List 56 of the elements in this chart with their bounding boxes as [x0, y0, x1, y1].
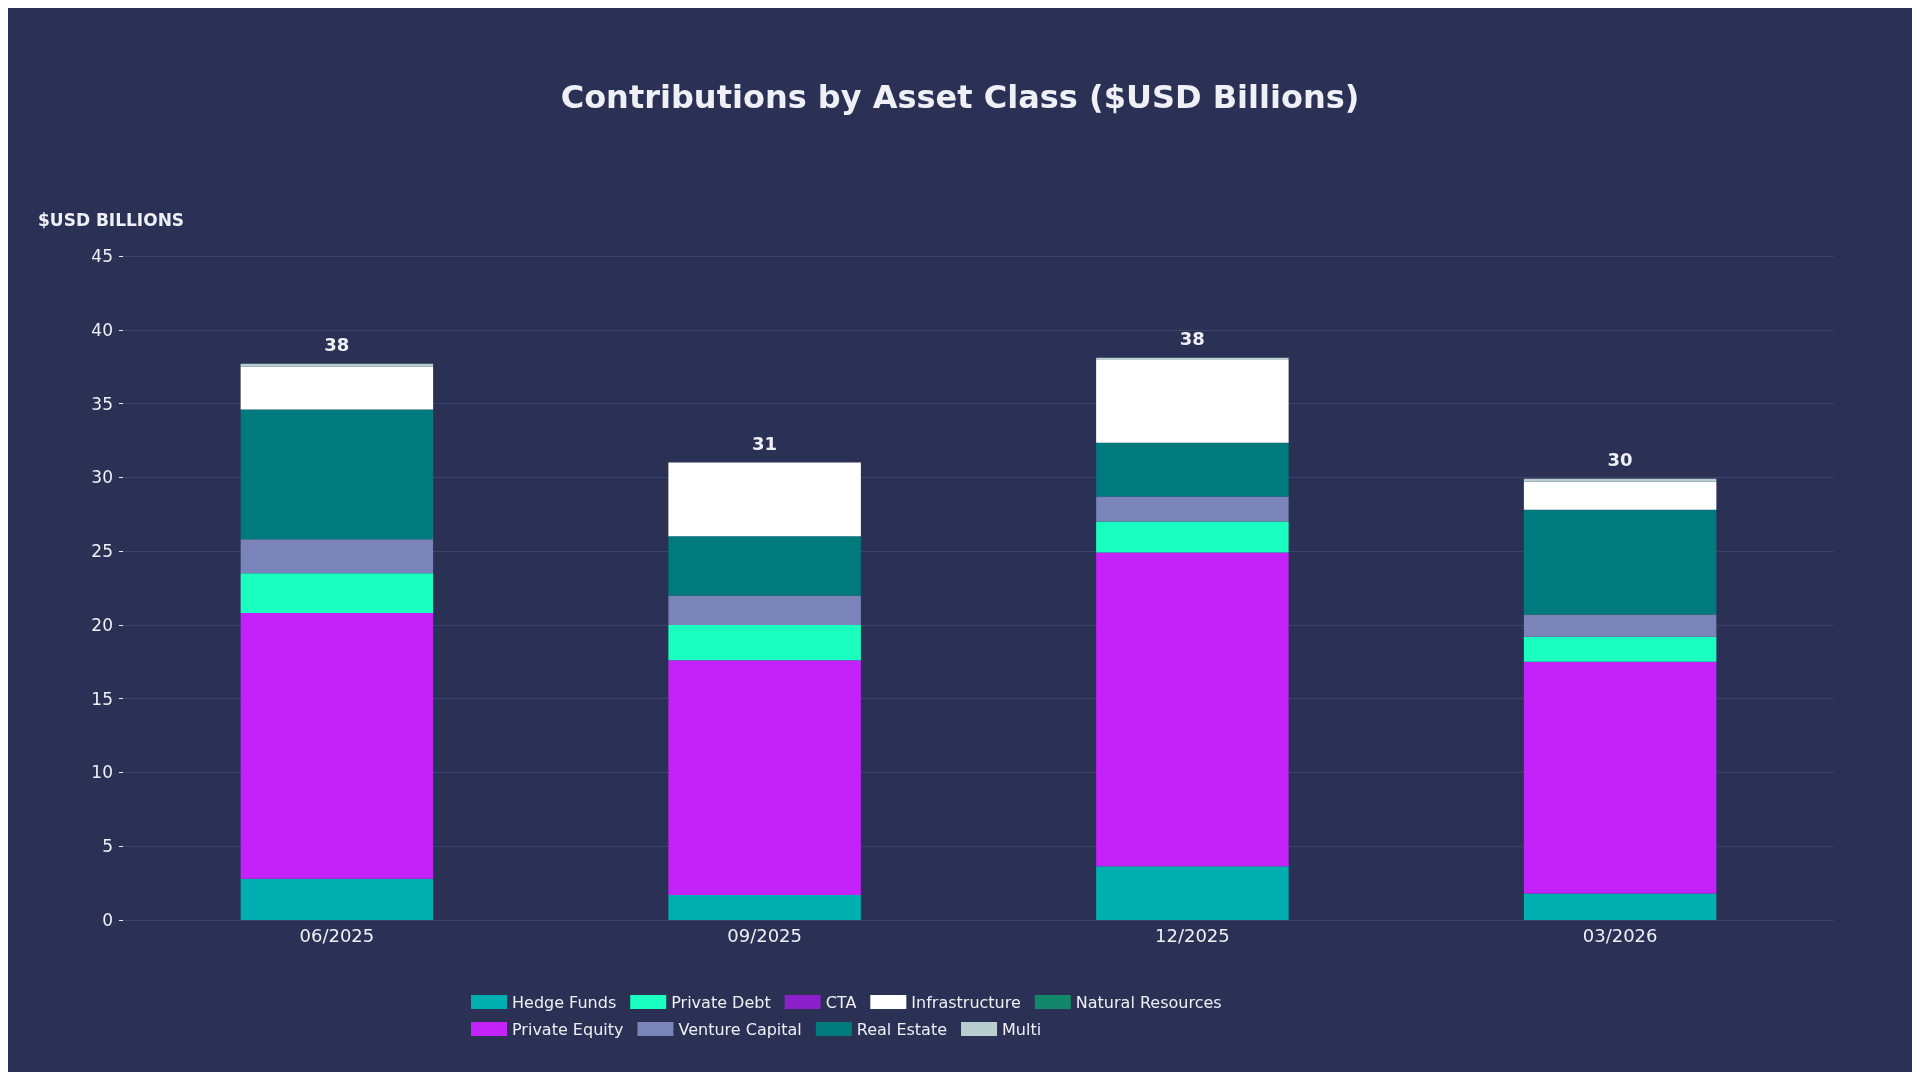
y-tick-label: 0 — [102, 910, 113, 930]
bar — [240, 613, 434, 879]
y-tick-label: 25 — [91, 541, 113, 562]
legend-label: Venture Capital — [678, 1019, 802, 1039]
legend-label: Multi — [1002, 1019, 1042, 1039]
legend-label: Infrastructure — [911, 992, 1021, 1012]
legend-label: Hedge Funds — [512, 992, 617, 1012]
bar — [668, 462, 861, 537]
total-label: 38 — [324, 334, 350, 356]
total-label: 38 — [1179, 328, 1205, 350]
bar — [240, 539, 434, 574]
bar — [1523, 661, 1717, 894]
bar — [240, 573, 434, 614]
bar — [1096, 552, 1289, 867]
legend-label: Private Debt — [671, 992, 771, 1012]
bar — [240, 366, 434, 410]
x-tick-label: 09/2025 — [727, 924, 803, 946]
total-label: 31 — [752, 433, 778, 455]
legend-label: Real Estate — [856, 1019, 948, 1039]
bar — [668, 536, 861, 596]
bar — [1096, 442, 1289, 497]
bar — [240, 363, 434, 367]
bar — [1523, 509, 1717, 615]
y-tick-label: 30 — [91, 467, 113, 488]
y-tick-label: 5 — [102, 836, 113, 857]
legend-label: CTA — [825, 992, 857, 1012]
bar — [1523, 614, 1717, 637]
bar — [668, 660, 861, 895]
bar — [668, 595, 861, 625]
x-tick-label: 06/2025 — [299, 924, 375, 946]
bar — [1096, 496, 1289, 522]
bar — [1096, 521, 1289, 553]
y-tick-label: 35 — [91, 393, 113, 414]
chart-title: Contributions by Asset Class ($USD Billions) — [560, 78, 1360, 116]
legend-label: Natural Resources — [1075, 992, 1222, 1012]
legend-label: Private Equity — [512, 1019, 624, 1039]
y-tick-label: 10 — [91, 762, 113, 783]
bar — [668, 894, 861, 920]
bar — [1096, 360, 1289, 443]
bar — [240, 409, 434, 540]
x-tick-label: 12/2025 — [1154, 924, 1230, 946]
bar — [668, 624, 861, 661]
bar — [1523, 893, 1717, 920]
total-label: 30 — [1607, 449, 1633, 471]
y-tick-label: 15 — [91, 688, 113, 709]
y-tick-label: 40 — [91, 319, 113, 340]
y-axis-title: $USD BILLIONS — [38, 209, 185, 230]
x-tick-label: 03/2026 — [1582, 924, 1658, 946]
y-tick-label: 45 — [91, 246, 113, 266]
bar — [240, 878, 434, 920]
bar — [1523, 478, 1717, 482]
bar — [1523, 636, 1717, 662]
y-tick-label: 20 — [91, 614, 113, 635]
bar — [1096, 357, 1289, 361]
bar — [1523, 481, 1717, 510]
bar — [1096, 866, 1289, 920]
